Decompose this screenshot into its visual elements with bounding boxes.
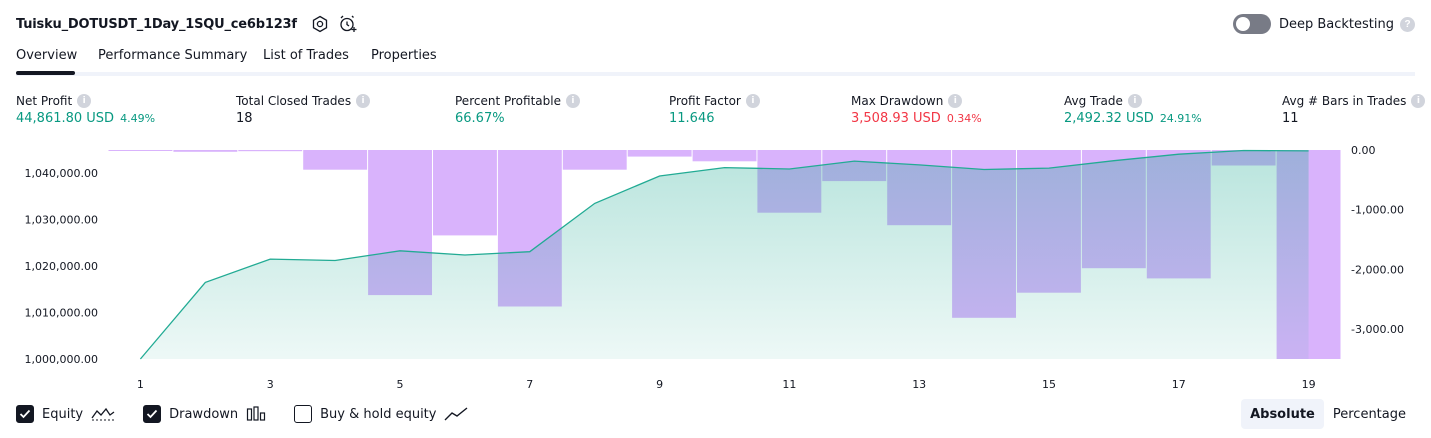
- metric-net-profit: Net Profit i 44,861.80 USD 4.49%: [16, 93, 155, 129]
- x-axis-tick-label: 13: [912, 378, 926, 391]
- strategy-header: Tuisku_DOTUSDT_1Day_1SQU_ce6b123f: [16, 10, 359, 38]
- help-icon[interactable]: ?: [1400, 17, 1415, 32]
- equity-drawdown-chart[interactable]: 1,040,000.00 1,030,000.00 1,020,000.00 1,01…: [0, 140, 1431, 398]
- legend-buy-hold[interactable]: Buy & hold equity: [294, 405, 468, 423]
- equity-line-icon: [91, 406, 115, 422]
- left-axis-tick-label: 1,010,000.00: [25, 307, 98, 320]
- left-axis-tick-label: 1,000,000.00: [25, 353, 98, 366]
- legend-equity[interactable]: Equity: [16, 405, 115, 423]
- metric-label: Avg Trade: [1064, 94, 1123, 108]
- info-icon[interactable]: i: [746, 94, 760, 108]
- total-closed-trades-value: 18: [236, 111, 253, 126]
- x-axis-tick-label: 17: [1172, 378, 1186, 391]
- metric-percent-profitable: Percent Profitable i 66.67%: [455, 93, 580, 129]
- deep-backtesting-control: Deep Backtesting ?: [1233, 12, 1415, 36]
- metric-profit-factor: Profit Factor i 11.646: [669, 93, 760, 129]
- drawdown-bar: [173, 150, 237, 152]
- max-drawdown-percent: 0.34%: [947, 112, 982, 125]
- buy-hold-label: Buy & hold equity: [320, 407, 436, 422]
- drawdown-bar: [109, 150, 173, 151]
- legend-drawdown[interactable]: Drawdown: [143, 405, 266, 423]
- x-axis-tick-label: 9: [656, 378, 663, 391]
- metric-total-closed-trades: Total Closed Trades i 18: [236, 93, 370, 129]
- equity-area-fill: [140, 151, 1308, 360]
- metric-label: Profit Factor: [669, 94, 741, 108]
- x-axis-tick-label: 5: [397, 378, 404, 391]
- info-icon[interactable]: i: [1128, 94, 1142, 108]
- metric-label: Total Closed Trades: [236, 94, 351, 108]
- metric-avg-trade: Avg Trade i 2,492.32 USD 24.91%: [1064, 93, 1202, 129]
- active-tab-indicator: [16, 71, 75, 75]
- equity-area: [140, 150, 1308, 359]
- drawdown-bar: [433, 150, 497, 235]
- drawdown-bar: [303, 150, 367, 170]
- x-axis-tick-label: 7: [526, 378, 533, 391]
- chart-legend: Equity Drawdown Buy & hold equity: [16, 404, 496, 424]
- avg-bars-value: 11: [1282, 111, 1299, 126]
- strategy-name: Tuisku_DOTUSDT_1Day_1SQU_ce6b123f: [16, 17, 297, 32]
- deep-backtesting-label: Deep Backtesting: [1279, 17, 1394, 32]
- left-axis: 1,040,000.00 1,030,000.00 1,020,000.00 1,01…: [25, 167, 98, 366]
- drawdown-bars-icon: [246, 406, 266, 422]
- info-icon[interactable]: i: [566, 94, 580, 108]
- left-axis-tick-label: 1,040,000.00: [25, 167, 98, 180]
- metric-label: Max Drawdown: [851, 94, 943, 108]
- left-axis-tick-label: 1,020,000.00: [25, 260, 98, 273]
- net-profit-value: 44,861.80 USD: [16, 111, 114, 126]
- metric-label: Avg # Bars in Trades: [1282, 94, 1406, 108]
- metric-label: Net Profit: [16, 94, 72, 108]
- right-axis-tick-label: -1,000.00: [1351, 204, 1404, 217]
- settings-icon[interactable]: [309, 13, 331, 35]
- x-axis-tick-label: 11: [782, 378, 796, 391]
- info-icon[interactable]: i: [77, 94, 91, 108]
- add-alert-icon[interactable]: [337, 13, 359, 35]
- x-axis-tick-label: 15: [1042, 378, 1056, 391]
- x-axis-tick-label: 19: [1302, 378, 1316, 391]
- tab-properties[interactable]: Properties: [371, 48, 437, 63]
- net-profit-percent: 4.49%: [120, 112, 155, 125]
- metric-max-drawdown: Max Drawdown i 3,508.93 USD 0.34%: [851, 93, 982, 129]
- percentage-button[interactable]: Percentage: [1324, 399, 1415, 429]
- x-axis-tick-label: 1: [137, 378, 144, 391]
- info-icon[interactable]: i: [948, 94, 962, 108]
- info-icon[interactable]: i: [356, 94, 370, 108]
- deep-backtesting-toggle[interactable]: [1233, 14, 1271, 34]
- profit-factor-value: 11.646: [669, 111, 715, 126]
- left-axis-tick-label: 1,030,000.00: [25, 214, 98, 227]
- tab-bar: Overview Performance Summary List of Tra…: [16, 44, 1415, 76]
- buy-hold-line-icon: [444, 406, 468, 422]
- metric-avg-bars-in-trades: Avg # Bars in Trades i 11: [1282, 93, 1425, 129]
- max-drawdown-value: 3,508.93 USD: [851, 111, 941, 126]
- right-axis-tick-label: -2,000.00: [1351, 263, 1404, 276]
- tab-overview[interactable]: Overview: [16, 48, 77, 63]
- drawdown-bar: [693, 150, 757, 161]
- drawdown-checkbox[interactable]: [143, 405, 161, 423]
- metric-label: Percent Profitable: [455, 94, 561, 108]
- drawdown-bar: [628, 150, 692, 157]
- info-icon[interactable]: i: [1411, 94, 1425, 108]
- drawdown-label: Drawdown: [169, 407, 238, 422]
- right-axis: 0.00 -1,000.00 -2,000.00 -3,000.00: [1351, 144, 1404, 336]
- avg-trade-percent: 24.91%: [1160, 112, 1202, 125]
- x-axis-tick-label: 3: [267, 378, 274, 391]
- x-axis: 1 3 5 7 9 11 13 15 17 19: [137, 378, 1316, 391]
- drawdown-bar: [563, 150, 627, 170]
- avg-trade-value: 2,492.32 USD: [1064, 111, 1154, 126]
- buy-hold-checkbox[interactable]: [294, 405, 312, 423]
- tab-list-of-trades[interactable]: List of Trades: [263, 48, 349, 63]
- percent-profitable-value: 66.67%: [455, 111, 505, 126]
- equity-label: Equity: [42, 407, 83, 422]
- right-axis-tick-label: 0.00: [1351, 144, 1376, 157]
- equity-checkbox[interactable]: [16, 405, 34, 423]
- drawdown-bar: [238, 150, 302, 151]
- scale-toggle: Absolute Percentage: [1241, 399, 1415, 429]
- absolute-button[interactable]: Absolute: [1241, 399, 1324, 429]
- tab-performance-summary[interactable]: Performance Summary: [98, 48, 247, 63]
- right-axis-tick-label: -3,000.00: [1351, 323, 1404, 336]
